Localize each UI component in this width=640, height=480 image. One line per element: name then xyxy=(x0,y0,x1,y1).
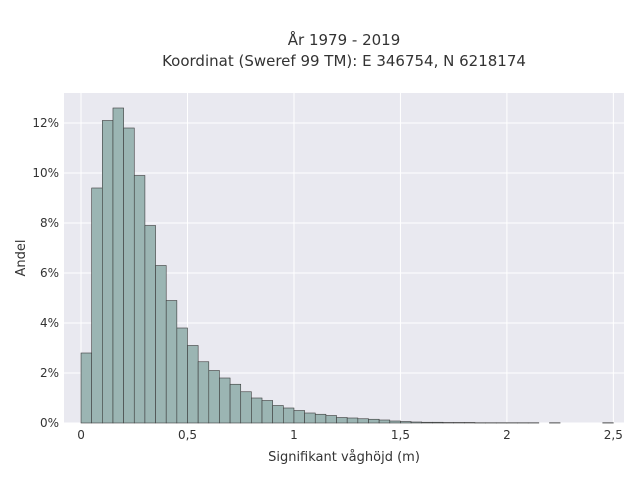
y-tick-label: 6% xyxy=(40,266,59,280)
y-tick-label: 12% xyxy=(32,116,59,130)
histogram-bar xyxy=(336,417,348,424)
histogram-bar xyxy=(165,300,178,424)
histogram-bar xyxy=(314,413,327,424)
histogram-bar xyxy=(378,419,391,424)
histogram-bar xyxy=(187,345,199,424)
bars xyxy=(80,107,614,424)
histogram-bar xyxy=(389,420,401,424)
histogram-bar xyxy=(304,412,316,424)
histogram-bar xyxy=(176,327,188,424)
y-tick-label: 0% xyxy=(40,416,59,430)
x-tick-label: 1,5 xyxy=(391,428,410,442)
x-tick-label: 2 xyxy=(503,428,511,442)
histogram-bar xyxy=(102,120,114,424)
histogram-bar xyxy=(155,265,167,424)
histogram-bar xyxy=(112,107,124,424)
histogram-bar xyxy=(261,400,273,424)
x-axis-title: Signifikant våghöjd (m) xyxy=(268,450,420,465)
y-tick-label: 8% xyxy=(40,216,59,230)
histogram-bar xyxy=(144,225,156,424)
histogram-bar xyxy=(208,370,220,424)
histogram-bar xyxy=(357,418,369,424)
x-axis-ticks: 0 0,5 1 1,5 2 2,5 xyxy=(77,428,623,442)
histogram-bar xyxy=(293,410,305,424)
histogram-bar xyxy=(80,352,92,424)
y-tick-label: 10% xyxy=(32,166,59,180)
histogram-bar xyxy=(197,361,210,424)
histogram-bar xyxy=(432,421,444,424)
histogram-bar xyxy=(421,421,433,424)
histogram-bar xyxy=(123,127,135,424)
histogram-bar xyxy=(346,417,359,424)
histogram-bar xyxy=(219,377,231,424)
y-axis-ticks: 0% 2% 4% 6% 8% 10% 12% xyxy=(32,116,59,430)
y-tick-label: 4% xyxy=(40,316,59,330)
histogram-bar xyxy=(464,422,476,424)
histogram-bar xyxy=(133,175,146,424)
histogram-bar xyxy=(410,421,423,424)
histogram-bar xyxy=(283,407,295,424)
chart-title: År 1979 - 2019 xyxy=(288,30,401,49)
x-tick-label: 0 xyxy=(77,428,85,442)
histogram-bar xyxy=(240,391,252,424)
y-axis-title: Andel xyxy=(14,240,29,277)
histogram-bar xyxy=(442,422,454,424)
y-tick-label: 2% xyxy=(40,366,59,380)
x-tick-label: 1 xyxy=(290,428,298,442)
histogram-bar xyxy=(229,383,242,424)
histogram-bar xyxy=(91,187,103,424)
x-tick-label: 0,5 xyxy=(178,428,197,442)
histogram-bar xyxy=(453,422,465,424)
histogram-bar xyxy=(251,397,263,424)
histogram-bar xyxy=(325,415,337,424)
x-tick-label: 2,5 xyxy=(604,428,623,442)
chart-subtitle: Koordinat (Sweref 99 TM): E 346754, N 62… xyxy=(162,52,526,70)
histogram-bar xyxy=(400,421,412,424)
histogram-bar xyxy=(368,418,380,424)
histogram-bar xyxy=(272,405,284,424)
